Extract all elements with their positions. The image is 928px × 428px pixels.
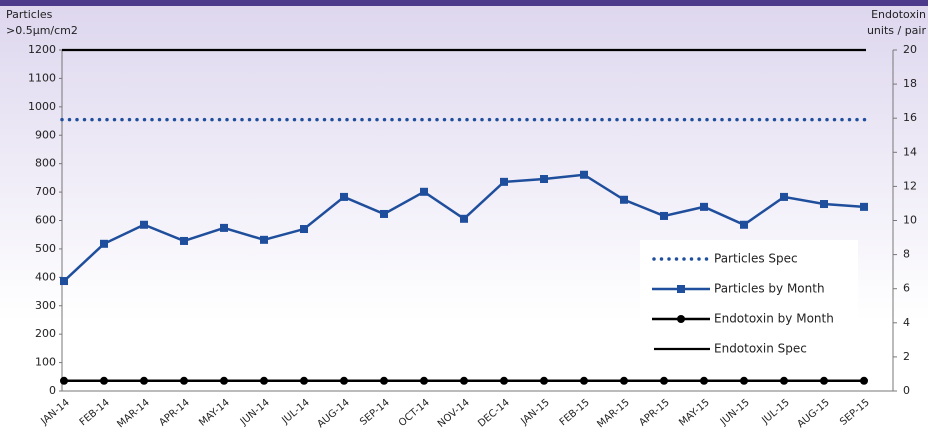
marker [500, 177, 508, 186]
marker [580, 376, 588, 385]
marker [780, 376, 788, 385]
y2-tick-label: 4 [903, 316, 910, 329]
marker [700, 376, 708, 385]
marker [180, 376, 188, 385]
y-axis-title: Particles [6, 8, 53, 21]
marker [420, 187, 428, 196]
marker [260, 235, 268, 244]
y-tick-label: 200 [35, 327, 56, 340]
marker [860, 202, 868, 211]
marker [540, 175, 548, 184]
y-tick-label: 900 [35, 128, 56, 141]
marker [740, 376, 748, 385]
y-tick-label: 600 [35, 214, 56, 227]
marker [300, 225, 308, 234]
y-tick-label: 300 [35, 299, 56, 312]
marker [820, 200, 828, 209]
y-tick-label: 1000 [28, 100, 56, 113]
y2-tick-label: 0 [903, 384, 910, 397]
marker [540, 376, 548, 385]
y-tick-label: 400 [35, 270, 56, 283]
legend-label: Particles by Month [714, 282, 825, 296]
marker [700, 202, 708, 211]
y-axis-title: >0.5µm/cm2 [6, 24, 78, 37]
legend-marker [677, 315, 685, 323]
marker [340, 192, 348, 201]
marker [780, 192, 788, 201]
y2-tick-label: 18 [903, 77, 917, 90]
legend-marker [677, 285, 685, 293]
legend-label: Endotoxin by Month [714, 312, 834, 326]
marker [460, 214, 468, 223]
marker [380, 209, 388, 218]
marker [620, 376, 628, 385]
marker [300, 376, 308, 385]
y-tick-label: 1100 [28, 71, 56, 84]
marker [220, 376, 228, 385]
y2-axis-title: units / pair [867, 24, 927, 37]
marker [420, 376, 428, 385]
y-tick-label: 500 [35, 242, 56, 255]
marker [580, 170, 588, 179]
y-tick-label: 800 [35, 157, 56, 170]
y2-tick-label: 12 [903, 179, 917, 192]
marker [60, 277, 68, 286]
y2-axis-title: Endotoxin [871, 8, 926, 21]
marker [100, 376, 108, 385]
y2-tick-label: 16 [903, 111, 917, 124]
y2-tick-label: 20 [903, 43, 917, 56]
marker [180, 236, 188, 245]
marker [260, 376, 268, 385]
marker [460, 376, 468, 385]
y-tick-label: 100 [35, 356, 56, 369]
marker [140, 376, 148, 385]
y2-tick-label: 8 [903, 248, 910, 261]
y2-tick-label: 2 [903, 350, 910, 363]
marker [620, 195, 628, 204]
marker [100, 239, 108, 248]
legend-label: Particles Spec [714, 252, 798, 266]
y-tick-label: 0 [49, 384, 56, 397]
top-band [0, 0, 928, 6]
y2-tick-label: 10 [903, 214, 917, 227]
marker [860, 376, 868, 385]
marker [500, 376, 508, 385]
y2-tick-label: 14 [903, 145, 917, 158]
legend-label: Endotoxin Spec [714, 342, 807, 356]
marker [140, 220, 148, 229]
marker [660, 376, 668, 385]
marker [60, 376, 68, 385]
y2-tick-label: 6 [903, 282, 910, 295]
marker [380, 376, 388, 385]
marker [820, 376, 828, 385]
marker [340, 376, 348, 385]
marker [220, 223, 228, 232]
marker [660, 211, 668, 220]
y-tick-label: 1200 [28, 43, 56, 56]
y-tick-label: 700 [35, 185, 56, 198]
marker [740, 220, 748, 229]
